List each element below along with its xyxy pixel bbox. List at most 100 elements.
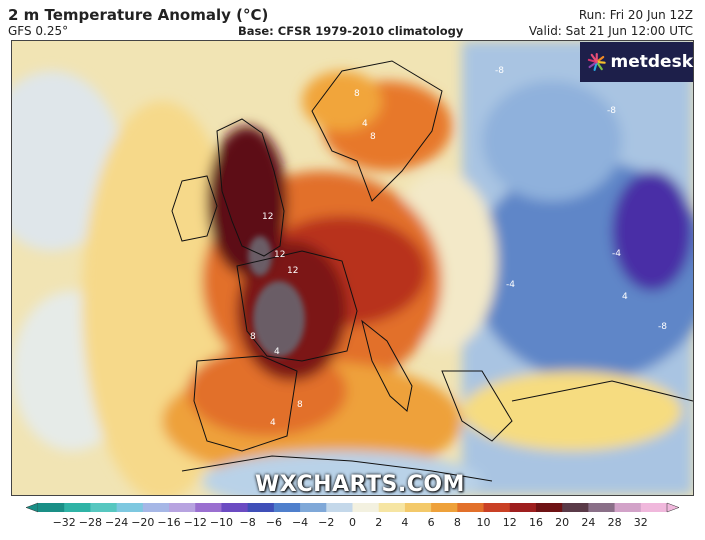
italy-coast (361, 319, 413, 412)
valid-time-label: Valid: Sat 21 Jun 12:00 UTC (528, 24, 693, 38)
colorbar-tick-label: 32 (633, 516, 648, 529)
colorbar-segment (562, 503, 589, 512)
colorbar-segment (142, 503, 170, 512)
colorbar-tick-label: 0 (349, 516, 356, 529)
colorbar-segment (116, 503, 144, 512)
north-africa-coast (181, 455, 493, 482)
contour-label: -4 (506, 280, 515, 290)
colorbar-segment (300, 503, 327, 512)
contour-label: 12 (274, 250, 285, 260)
colorbar-tick-label: 12 (502, 516, 517, 529)
header: 2 m Temperature Anomaly (°C) GFS 0.25° B… (0, 0, 705, 40)
colorbar-segment (195, 503, 222, 512)
colorbar: −32 −28 −24 −20 −16 −12 −10 −8 −6 −4 −2 0 2 4 6 8 10 12 16… (20, 500, 685, 540)
contour-label: -8 (607, 106, 616, 116)
colorbar-segment (273, 503, 301, 512)
metdesk-logo-icon (587, 53, 606, 71)
colorbar-tick-label: 6 (427, 516, 435, 529)
metdesk-logo: metdesk (580, 42, 693, 82)
turkey-coast (511, 380, 693, 402)
colorbar-tick-label: −6 (265, 516, 282, 529)
colorbar-segment (38, 503, 65, 512)
metdesk-logo-text: metdesk (610, 52, 694, 72)
model-label: GFS 0.25° (8, 24, 69, 38)
contour-label: 4 (274, 347, 280, 357)
wxcharts-watermark: WXCHARTS.COM (255, 472, 465, 497)
colorbar-tick-label: −2 (318, 516, 335, 529)
contour-label: 8 (297, 400, 303, 410)
contour-label: 8 (354, 89, 360, 99)
ireland-coast (171, 175, 218, 242)
colorbar-tick-label: 20 (555, 516, 570, 529)
colorbar-tick-label: −20 (131, 516, 155, 529)
colorbar-segment (404, 503, 432, 512)
norway-warm-area (302, 71, 382, 131)
contour-label: 4 (362, 119, 368, 129)
colorbar-segment (352, 503, 380, 512)
colorbar-tick-label: 2 (375, 516, 383, 529)
balkans-coast (441, 370, 513, 442)
colorbar-tick-label: −8 (239, 516, 256, 529)
colorbar-min-arrow (25, 502, 39, 513)
contour-label: 4 (270, 418, 276, 428)
colorbar-tick-label: 8 (453, 516, 461, 529)
colorbar-tick-label: 24 (581, 516, 596, 529)
colorbar-tick-label: −16 (157, 516, 181, 529)
great-britain-coast (216, 118, 285, 257)
colorbar-tick-label: −10 (209, 516, 234, 529)
temperature-anomaly-map: 12 12 12 8 8 8 8 4 4 4 4 -4 -4 -8 -8 -8 (11, 40, 694, 496)
france-coast (236, 250, 358, 362)
colorbar-segment (535, 503, 563, 512)
anomaly-field (12, 41, 693, 495)
run-time-label: Run: Fri 20 Jun 12Z (578, 8, 693, 22)
turkey-warm-area (462, 371, 682, 451)
scandinavia-coast (311, 60, 443, 202)
contour-label: 8 (370, 132, 376, 142)
colorbar-max-arrow (666, 502, 680, 513)
colorbar-segment (90, 503, 118, 512)
colorbar-segment (614, 503, 642, 512)
colorbar-segment (326, 503, 353, 512)
colorbar-tick-label: −32 (52, 516, 76, 529)
colorbar-tick-label: 16 (528, 516, 543, 529)
colorbar-segment (483, 503, 511, 512)
uk-very-hot-area (207, 126, 287, 276)
contour-label: -8 (658, 322, 667, 332)
contour-label: 12 (287, 266, 298, 276)
baltic-cool-area (482, 81, 622, 201)
colorbar-tick-label: −4 (291, 516, 309, 529)
colorbar-segment (378, 503, 406, 512)
colorbar-segment (457, 503, 485, 512)
uk-extreme-core (248, 236, 272, 276)
iberia-coast (193, 355, 298, 452)
colorbar-segment (221, 503, 249, 512)
contour-label: 4 (622, 292, 628, 302)
colorbar-tick-label: 4 (401, 516, 409, 529)
map-title: 2 m Temperature Anomaly (°C) (8, 6, 269, 24)
climatology-base-label: Base: CFSR 1979-2010 climatology (238, 24, 464, 38)
contour-label: -8 (495, 66, 504, 76)
colorbar-segment (509, 503, 537, 512)
russia-very-cold-area (612, 171, 692, 291)
contour-label: 8 (250, 332, 256, 342)
colorbar-tick-label: −12 (183, 516, 207, 529)
colorbar-strip (25, 502, 680, 513)
colorbar-segment (588, 503, 616, 512)
colorbar-segment (431, 503, 458, 512)
colorbar-segment (640, 503, 668, 512)
colorbar-segment (247, 503, 275, 512)
coastlines (171, 60, 693, 482)
colorbar-segment (64, 503, 91, 512)
contour-label: -4 (612, 249, 621, 259)
colorbar-tick-label: −24 (105, 516, 129, 529)
extreme-anomaly-cores (248, 236, 305, 357)
contour-label: 12 (262, 212, 273, 222)
colorbar-tick-label: −28 (78, 516, 103, 529)
colorbar-segment (169, 503, 196, 512)
colorbar-tick-label: 28 (607, 516, 622, 529)
colorbar-tick-label: 10 (476, 516, 491, 529)
france-extreme-core (253, 281, 305, 357)
north-africa-cool-area (202, 451, 482, 495)
